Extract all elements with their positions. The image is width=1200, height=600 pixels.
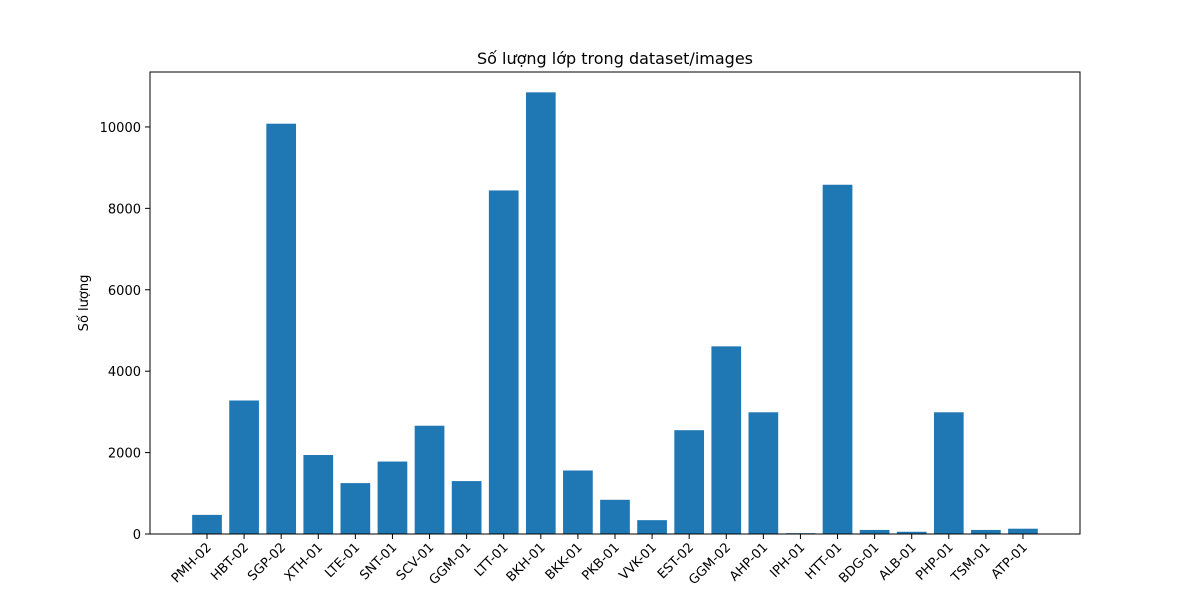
x-tick-label: BKK-01 bbox=[543, 540, 586, 583]
x-ticks-group: PMH-02HBT-02SGP-02XTH-01LTE-01SNT-01SCV-… bbox=[169, 534, 1031, 588]
bar-lte-01 bbox=[340, 483, 371, 534]
x-tick-label: BDG-01 bbox=[836, 540, 882, 586]
bar-tsm-01 bbox=[971, 529, 1001, 534]
bar-ltt-01 bbox=[488, 190, 519, 534]
bar-xth-01 bbox=[303, 455, 334, 534]
x-tick-label: VVK-01 bbox=[617, 540, 660, 583]
x-tick-label: IPH-01 bbox=[767, 540, 808, 581]
x-tick-label: HBT-02 bbox=[208, 540, 252, 584]
x-tick-label: LTE-01 bbox=[322, 540, 363, 581]
bar-alb-01 bbox=[896, 531, 927, 534]
bar-ahp-01 bbox=[748, 412, 779, 534]
chart-title: Số lượng lớp trong dataset/images bbox=[477, 49, 753, 68]
bar-est-02 bbox=[674, 430, 705, 534]
y-tick-label: 4000 bbox=[108, 365, 141, 380]
x-tick-label: TSM-01 bbox=[948, 540, 994, 586]
x-tick-label: SGP-02 bbox=[245, 540, 289, 584]
y-tick-label: 6000 bbox=[108, 284, 141, 299]
y-tick-label: 0 bbox=[133, 528, 141, 543]
x-tick-label: PMH-02 bbox=[169, 540, 215, 586]
bar-vvk-01 bbox=[637, 520, 667, 534]
bar-pkb-01 bbox=[600, 499, 630, 534]
x-tick-label: ATP-01 bbox=[989, 540, 1031, 582]
bar-bkk-01 bbox=[563, 470, 593, 534]
bar-atp-01 bbox=[1008, 528, 1038, 534]
x-tick-label: ALB-01 bbox=[876, 540, 919, 583]
x-tick-label: AHP-01 bbox=[727, 540, 771, 584]
bar-pmh-02 bbox=[192, 514, 222, 534]
bar-bdg-01 bbox=[859, 529, 890, 534]
bars-group bbox=[192, 92, 1038, 534]
y-tick-label: 10000 bbox=[100, 121, 141, 136]
bar-htt-01 bbox=[822, 184, 853, 534]
y-axis-label: Số lượng bbox=[77, 275, 92, 332]
bar-hbt-02 bbox=[229, 400, 259, 534]
bar-scv-01 bbox=[414, 425, 445, 534]
bar-ggm-02 bbox=[711, 346, 742, 534]
y-tick-label: 8000 bbox=[108, 202, 141, 217]
bar-sgp-02 bbox=[266, 123, 297, 534]
y-tick-label: 2000 bbox=[108, 447, 141, 462]
x-tick-label: XTH-01 bbox=[282, 540, 326, 584]
x-tick-label: BKH-01 bbox=[504, 540, 549, 585]
bar-php-01 bbox=[933, 412, 964, 534]
x-tick-label: SNT-01 bbox=[357, 540, 400, 583]
x-tick-label: PKB-01 bbox=[579, 540, 622, 583]
bar-snt-01 bbox=[377, 461, 408, 534]
bar-bkh-01 bbox=[525, 92, 556, 534]
bar-ggm-01 bbox=[451, 481, 482, 534]
y-ticks-group: 0 2000 4000 6000 8000 10000 bbox=[100, 121, 150, 543]
plot-frame bbox=[149, 71, 1081, 535]
